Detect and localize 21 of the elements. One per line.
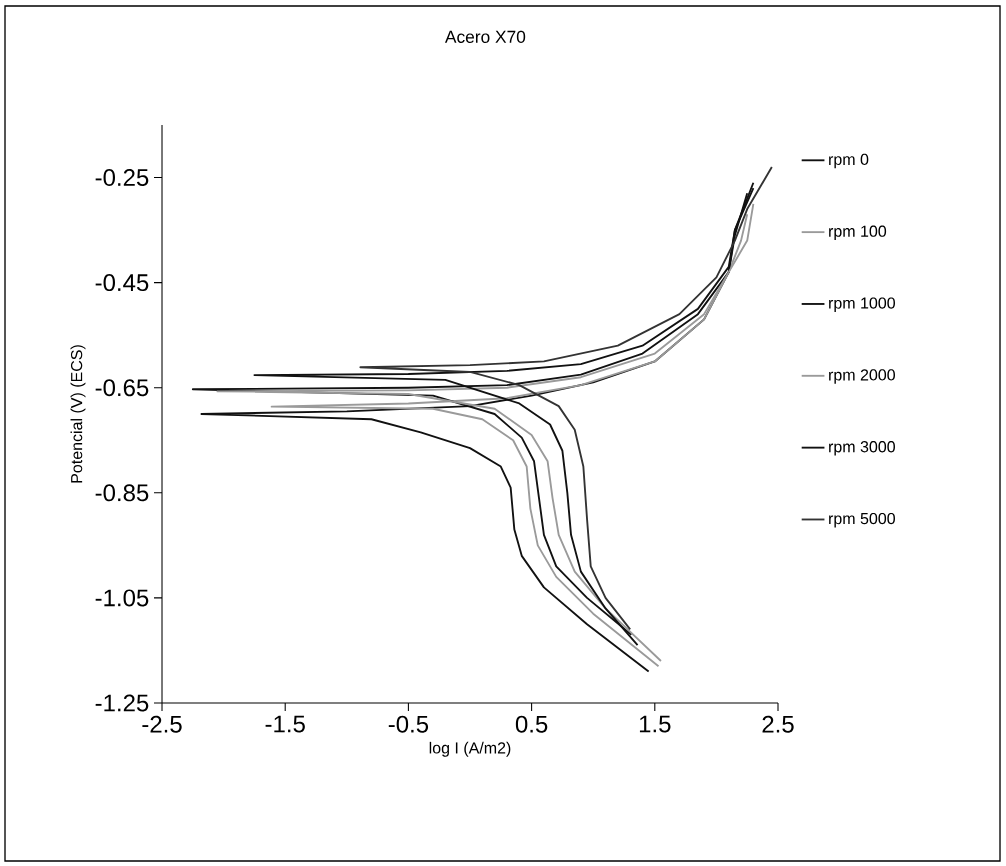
x-tick-label: -1.5 xyxy=(265,715,305,733)
legend-label: rpm 2000 xyxy=(829,369,895,384)
x-axis-title: log I (A/m2) xyxy=(429,741,511,757)
x-tick-label: -2.5 xyxy=(142,715,182,733)
x-tick-label: 0.5 xyxy=(515,715,548,733)
legend-label: rpm 0 xyxy=(829,153,869,169)
y-tick-label: -1.05 xyxy=(95,589,149,607)
legend-label: rpm 100 xyxy=(829,225,887,241)
legend-label: rpm 1000 xyxy=(829,297,895,312)
x-tick-label: -0.5 xyxy=(388,715,429,733)
y-tick-label: -0.65 xyxy=(95,379,149,397)
legend-label: rpm 5000 xyxy=(829,512,895,528)
y-tick-label: -0.85 xyxy=(95,484,149,502)
y-tick-label: -0.25 xyxy=(95,169,149,187)
y-tick-label: -0.45 xyxy=(95,274,149,292)
y-axis-title: Potencial (V) (ECS) xyxy=(70,345,86,483)
x-tick-label: 2.5 xyxy=(762,715,794,733)
chart-title: Acero X70 xyxy=(444,30,526,43)
legend-label: rpm 3000 xyxy=(829,441,895,456)
y-tick-label: -1.25 xyxy=(95,694,149,712)
x-tick-label: 1.5 xyxy=(639,715,671,733)
